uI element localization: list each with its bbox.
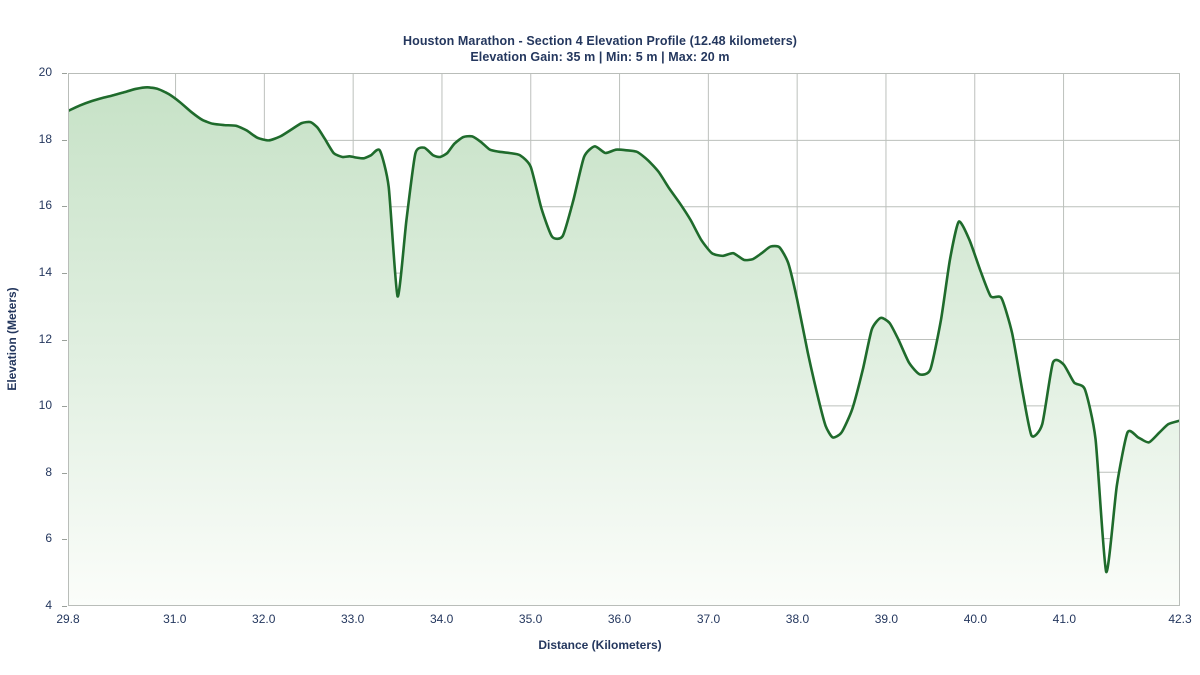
- x-axis-tick: 42.3: [1168, 612, 1192, 626]
- y-tick-label: 6: [45, 531, 52, 546]
- y-tick-mark: [62, 139, 67, 141]
- x-axis-tick: 31.0: [163, 612, 187, 626]
- x-axis-tick: 33.0: [340, 612, 365, 626]
- elevation-line: [69, 85, 1179, 574]
- x-axis-tick: 37.0: [696, 612, 721, 626]
- x-axis-tick: 36.0: [607, 612, 632, 626]
- y-tick-label: 18: [38, 131, 52, 146]
- y-tick-mark: [62, 73, 67, 74]
- x-axis-tick: 41.0: [1052, 612, 1077, 626]
- y-tick-mark: [62, 206, 67, 208]
- y-tick-label: 8: [45, 464, 52, 479]
- y-tick-label: 20: [38, 65, 52, 79]
- y-tick-label: 10: [38, 398, 52, 413]
- elevation-area-fill: [69, 87, 1179, 605]
- y-tick-mark: [62, 406, 67, 408]
- plot-area: [68, 73, 1180, 606]
- y-tick-label: 16: [38, 198, 52, 213]
- x-axis-tick: 32.0: [252, 612, 276, 626]
- x-axis-label: Distance (Kilometers): [538, 638, 662, 652]
- y-tick-label: 12: [38, 331, 52, 346]
- chart-subtitle: Elevation Gain: 35 m | Min: 5 m | Max: 2…: [470, 50, 730, 64]
- chart-title: Houston Marathon - Section 4 Elevation P…: [402, 34, 798, 48]
- y-axis-label: Elevation (Meters): [5, 287, 19, 391]
- elevation-chart-svg: [69, 74, 1179, 605]
- y-tick-mark: [62, 472, 67, 474]
- chart-title-block: Houston Marathon - Section 4 Elevation P…: [0, 33, 1200, 65]
- y-tick-mark: [62, 272, 67, 274]
- x-axis-tick: 35.0: [518, 612, 543, 626]
- y-tick-label: 4: [45, 598, 52, 612]
- x-axis-tick: 29.8: [56, 612, 80, 626]
- y-tick-mark: [62, 539, 67, 541]
- y-tick-mark: [62, 606, 67, 607]
- x-axis-tick: 40.0: [963, 612, 988, 626]
- x-axis-tick: 39.0: [874, 612, 899, 626]
- y-tick-label: 14: [38, 264, 52, 279]
- y-tick-mark: [62, 339, 67, 341]
- x-axis-tick: 34.0: [429, 612, 454, 626]
- x-axis-tick: 38.0: [785, 612, 810, 626]
